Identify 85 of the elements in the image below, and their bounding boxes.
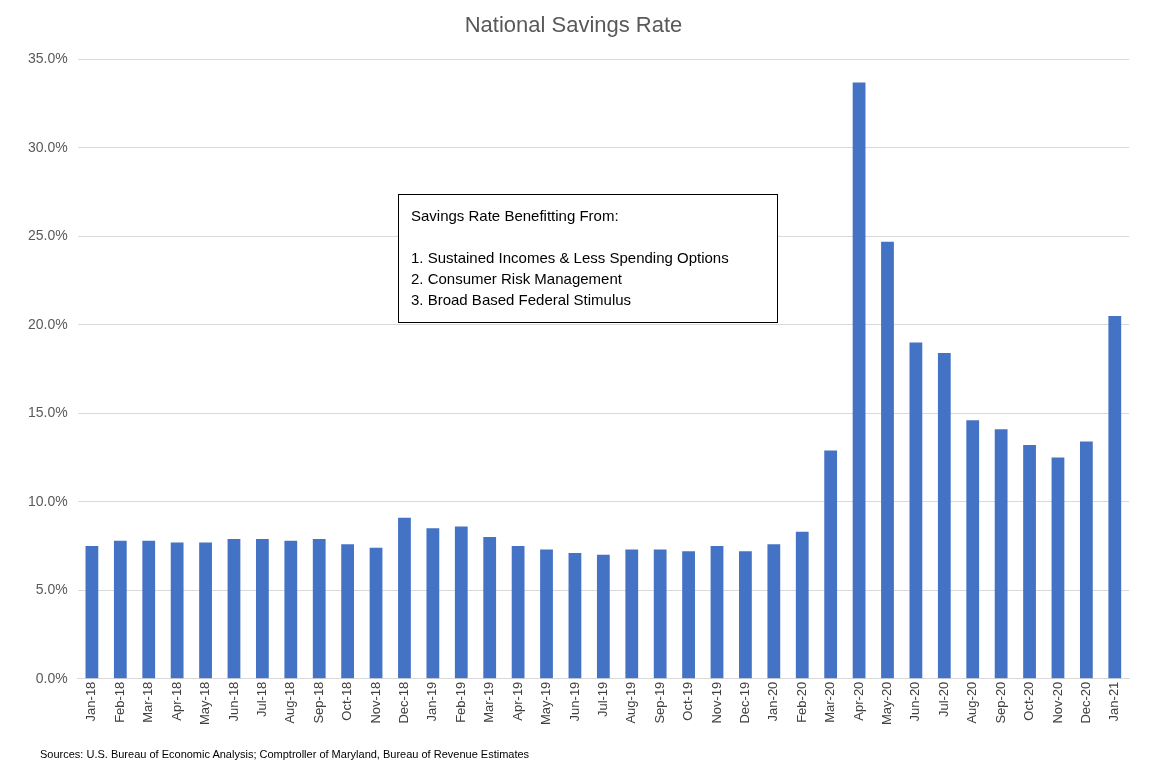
y-tick-label: 15.0% <box>27 404 68 421</box>
x-tick-label: May-18 <box>197 681 213 726</box>
x-tick-label: Dec-19 <box>736 681 752 724</box>
x-tick-label: Sep-19 <box>651 681 667 724</box>
bar <box>625 549 639 679</box>
x-tick-label: Oct-18 <box>339 681 355 721</box>
bar <box>341 544 355 679</box>
bar <box>1079 441 1093 679</box>
x-tick-label: Dec-18 <box>396 681 412 724</box>
bar <box>739 551 752 679</box>
x-tick-label: Jun-20 <box>907 681 923 722</box>
bar <box>199 542 212 679</box>
x-tick-label: Mar-20 <box>822 681 838 723</box>
x-tick-label: Sep-18 <box>310 681 326 724</box>
x-tick-label: Aug-19 <box>623 681 639 724</box>
x-tick-label: May-20 <box>879 681 895 726</box>
bar <box>483 537 497 679</box>
bar <box>454 526 468 679</box>
bar <box>710 545 724 679</box>
y-tick-label: 20.0% <box>27 315 68 332</box>
y-tick-label: 5.0% <box>35 581 68 598</box>
x-tick-label: Jul-20 <box>935 681 951 718</box>
x-tick-label: Jan-21 <box>1106 681 1122 722</box>
x-tick-label: Jan-18 <box>83 681 99 722</box>
x-tick-label: Jun-19 <box>566 681 582 722</box>
bar <box>369 547 383 679</box>
bar <box>909 342 923 679</box>
x-tick-label: Jul-19 <box>594 681 610 718</box>
x-tick-label: Sep-20 <box>992 681 1008 724</box>
x-tick-label: Mar-18 <box>140 681 156 723</box>
y-tick-label: 35.0% <box>27 50 68 67</box>
chart-title: National Savings Rate <box>464 12 683 38</box>
bar <box>511 545 525 679</box>
x-tick-label: Feb-18 <box>111 681 127 723</box>
x-tick-label: Aug-18 <box>282 681 298 724</box>
bar <box>596 554 610 679</box>
x-tick-label: Jul-18 <box>253 681 269 718</box>
bar <box>994 429 1008 679</box>
bar <box>540 549 553 679</box>
x-tick-label: Oct-20 <box>1021 681 1037 721</box>
bar <box>966 420 980 679</box>
x-tick-label: Feb-20 <box>793 681 809 723</box>
x-tick-label: Apr-20 <box>850 681 866 721</box>
bar <box>426 528 440 679</box>
bar <box>170 542 184 679</box>
bar <box>227 538 241 679</box>
bar <box>682 551 695 679</box>
bar <box>85 545 99 679</box>
bar <box>1023 445 1036 679</box>
bar <box>255 538 269 679</box>
bar <box>142 540 156 679</box>
y-tick-label: 0.0% <box>35 669 68 686</box>
note-box: Savings Rate Benefitting From: 1. Sustained Incomes & Less Spending Options 2. Consumer Risk Management 3. Broad Based Federal Stimulus <box>398 194 778 323</box>
bar <box>284 540 298 679</box>
bar <box>937 353 951 679</box>
bar <box>653 549 667 679</box>
bar <box>312 538 326 679</box>
x-tick-label: May-19 <box>538 681 554 726</box>
x-tick-label: Mar-19 <box>481 681 497 723</box>
x-tick-label: Aug-20 <box>964 681 980 724</box>
x-tick-label: Nov-20 <box>1049 681 1065 724</box>
x-tick-label: Jun-18 <box>225 681 241 722</box>
y-tick-label: 25.0% <box>27 227 68 244</box>
x-tick-label: Nov-18 <box>367 681 383 724</box>
y-tick-label: 30.0% <box>27 138 68 155</box>
x-tick-label: Jan-19 <box>424 681 440 722</box>
bar <box>852 82 866 679</box>
bar <box>881 241 894 679</box>
bar <box>1051 457 1065 679</box>
x-tick-label: Nov-19 <box>708 681 724 724</box>
bar <box>398 517 411 679</box>
bar <box>795 531 809 679</box>
x-tick-label: Dec-20 <box>1077 681 1093 724</box>
y-tick-label: 10.0% <box>27 492 68 509</box>
bar <box>1108 315 1122 679</box>
bar <box>568 553 582 679</box>
x-tick-label: Jan-20 <box>765 681 781 722</box>
bar <box>113 540 127 679</box>
x-tick-label: Apr-18 <box>168 681 184 721</box>
bar <box>767 544 781 679</box>
x-tick-label: Oct-19 <box>680 681 696 721</box>
x-tick-label: Feb-19 <box>452 681 468 723</box>
x-tick-label: Apr-19 <box>509 681 525 721</box>
source-note: Sources: U.S. Bureau of Economic Analysis; Comptroller of Maryland, Bureau of Revenue Estimates <box>40 748 530 760</box>
bar <box>824 450 838 679</box>
